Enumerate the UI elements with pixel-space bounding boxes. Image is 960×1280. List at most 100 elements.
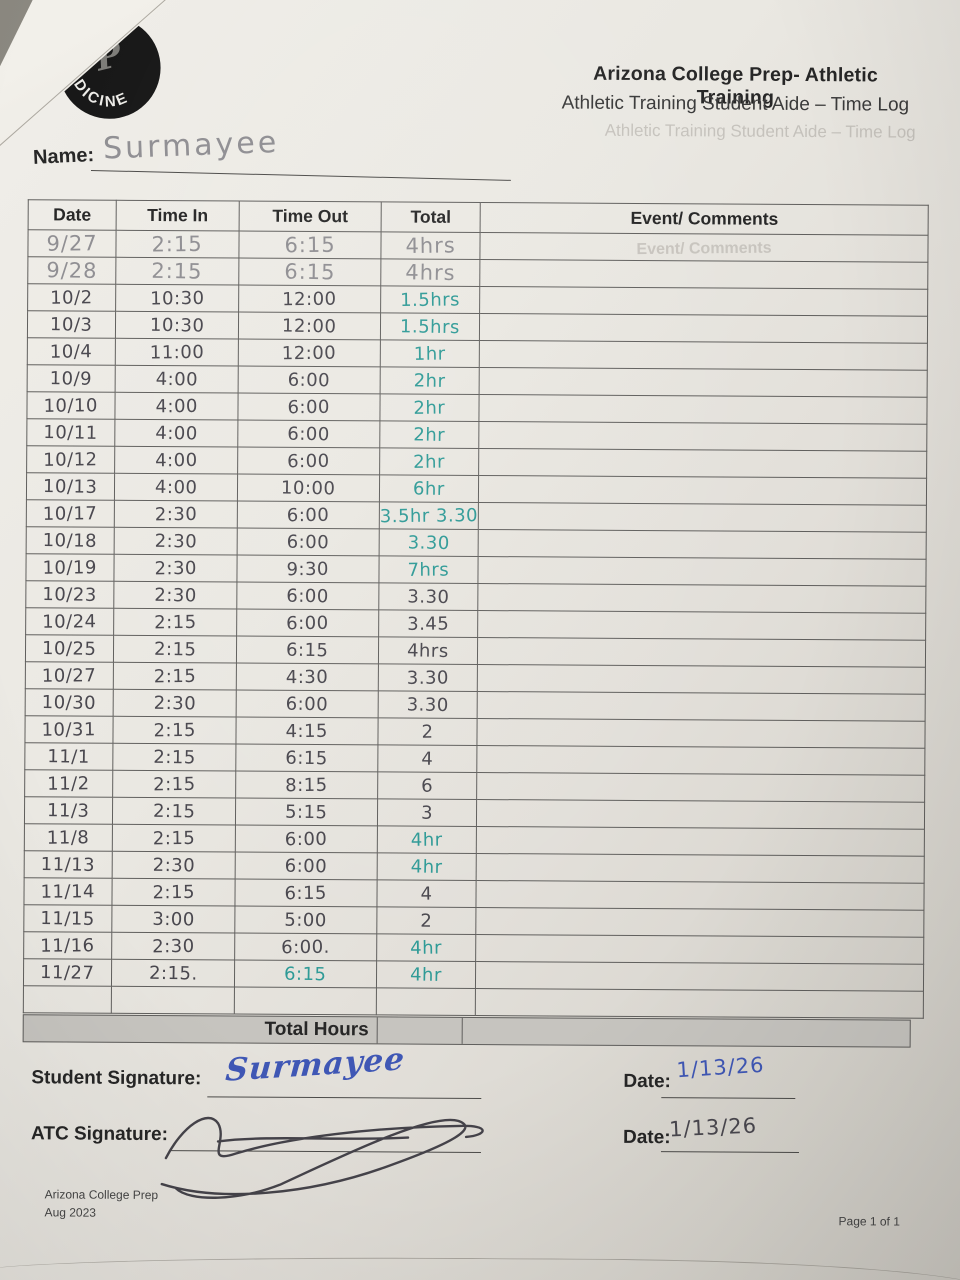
date-cell: 10/19 — [25, 553, 115, 582]
comments-cell — [478, 448, 927, 479]
handwritten-entry: 6:00 — [287, 450, 330, 472]
comments-cell — [479, 259, 929, 290]
handwritten-entry: 6:00. — [281, 936, 331, 958]
time-in-cell: 2:15 — [113, 608, 237, 637]
date-cell: 10/31 — [24, 715, 114, 744]
handwritten-entry: 2:30 — [153, 692, 197, 714]
handwritten-entry: 2 — [421, 721, 434, 743]
handwritten-entry: 10/27 — [42, 664, 97, 687]
total-cell: 4hr — [376, 933, 477, 962]
handwritten-entry: 2:15 — [152, 827, 196, 849]
handwritten-entry: 4:00 — [154, 449, 198, 471]
time-out-cell: 12:00 — [238, 339, 381, 367]
handwritten-entry: 2:30 — [152, 854, 196, 876]
handwritten-entry: 2:15 — [152, 881, 195, 903]
date-cell: 10/25 — [25, 634, 114, 663]
time-out-cell: 12:00 — [238, 285, 381, 313]
handwritten-entry: 2:15 — [151, 231, 204, 256]
handwritten-entry: 4hr — [410, 829, 443, 851]
handwritten-entry: 6:15 — [284, 963, 327, 985]
handwritten-entry: 10:30 — [149, 314, 205, 337]
handwritten-entry: 2hr — [413, 451, 446, 473]
time-in-cell: 2:15 — [113, 635, 237, 664]
comments-cell — [479, 367, 928, 398]
date-cell: 10/12 — [26, 445, 115, 474]
handwritten-entry: 8:15 — [285, 774, 329, 796]
column-header-total: Total — [381, 201, 481, 233]
comments-cell — [476, 826, 925, 857]
handwritten-entry: 10/2 — [50, 286, 93, 309]
comments-cell — [477, 691, 926, 722]
time-in-cell: 2:15 — [115, 230, 240, 259]
handwritten-entry: 4hrs — [405, 259, 456, 285]
date-cell: 10/4 — [27, 337, 116, 366]
handwritten-entry: 11/2 — [47, 772, 91, 795]
column-header-event-comments: Event/ Comments — [480, 202, 929, 236]
time-in-cell: 2:15 — [115, 257, 239, 286]
total-cell: 2 — [376, 906, 477, 935]
handwritten-entry: 6:00 — [287, 423, 331, 445]
handwritten-entry: 11/27 — [40, 961, 95, 984]
total-band-divider — [461, 1017, 463, 1044]
time-out-cell: 12:00 — [238, 312, 381, 340]
atc-date-line — [660, 1151, 799, 1153]
name-handwritten-value: Surmayee — [102, 124, 280, 167]
comments-cell — [477, 718, 926, 749]
time-out-cell: 6:00 — [237, 447, 380, 475]
handwritten-entry: 12:00 — [282, 288, 337, 310]
handwritten-entry: 6:15 — [286, 639, 329, 661]
comments-cell — [475, 988, 924, 1019]
handwritten-entry: 4hrs — [405, 232, 456, 258]
handwritten-entry: 11/13 — [40, 853, 96, 876]
handwritten-entry: 4hr — [410, 937, 443, 959]
handwritten-entry: 1.5hrs — [400, 315, 461, 338]
handwritten-entry: 10/9 — [49, 367, 93, 390]
date-cell: 11/14 — [23, 877, 113, 906]
total-cell: 4 — [377, 744, 478, 773]
date-cell: 10/18 — [26, 526, 115, 555]
time-out-cell — [234, 987, 377, 1015]
column-header-time-out: Time Out — [239, 201, 382, 232]
handwritten-entry: 10/18 — [42, 529, 98, 552]
time-in-cell — [111, 986, 235, 1015]
handwritten-entry: 10/31 — [41, 718, 97, 741]
handwritten-entry: 10/12 — [43, 448, 98, 471]
column-header-date: Date — [28, 199, 117, 231]
time-in-cell: 4:00 — [114, 446, 238, 475]
comments-cell — [477, 664, 926, 695]
handwritten-entry: 2:15 — [153, 611, 197, 633]
handwritten-entry: 4 — [421, 748, 434, 770]
time-out-cell: 6:00. — [234, 933, 377, 961]
total-cell: 4hr — [377, 825, 477, 854]
date-cell: 10/17 — [26, 499, 115, 528]
time-in-cell: 2:15 — [112, 716, 237, 745]
total-hours-row: Total Hours — [22, 1014, 911, 1048]
time-out-cell: 5:15 — [235, 798, 378, 826]
handwritten-entry: 2:15 — [153, 719, 196, 741]
handwritten-entry: 6:00 — [286, 585, 330, 607]
time-in-cell: 3:00 — [111, 905, 235, 934]
time-out-cell: 6:15 — [238, 258, 381, 286]
handwritten-entry: 7hrs — [407, 558, 450, 581]
total-cell: 1hr — [380, 339, 480, 368]
handwritten-entry: 1.5hrs — [400, 288, 461, 311]
date-cell: 10/11 — [26, 418, 115, 447]
total-cell: 4hr — [376, 960, 476, 989]
total-cell: 7hrs — [378, 555, 479, 584]
comments-cell — [476, 853, 925, 884]
handwritten-entry: 3:00 — [151, 908, 195, 930]
handwritten-entry: 11/16 — [40, 934, 96, 957]
time-in-cell: 2:15 — [111, 878, 236, 907]
atc-signature-handwritten — [158, 1096, 509, 1213]
handwritten-entry: 4hr — [410, 855, 443, 878]
date-cell: 11/2 — [24, 769, 113, 798]
time-out-cell: 8:15 — [235, 771, 378, 799]
comments-cell — [478, 421, 928, 452]
handwritten-entry: 3.30 — [406, 666, 450, 689]
time-in-cell: 10:30 — [115, 311, 239, 340]
time-log-table: Date Time In Time Out Total Event/ Comments … — [23, 199, 929, 1019]
time-in-cell: 2:15 — [112, 743, 236, 772]
handwritten-entry: 2:30 — [154, 503, 198, 525]
date-cell — [23, 985, 112, 1014]
